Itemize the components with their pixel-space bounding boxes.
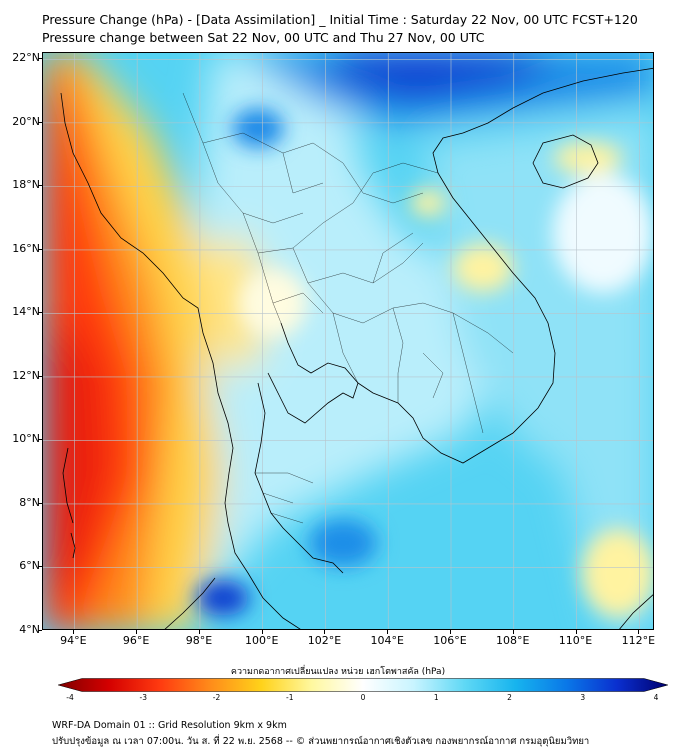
lat-tick-label: 6°N [19, 559, 40, 573]
admin-borders [182, 92, 514, 524]
colorbar-gradient [58, 678, 668, 692]
lon-tick-mark [136, 630, 138, 634]
lat-tick-label: 12°N [12, 368, 40, 382]
lon-tick-label: 94°E [60, 634, 87, 647]
colorbar-tick-label: -1 [286, 693, 294, 702]
lon-tick-label: 96°E [122, 634, 150, 647]
lat-tick-mark [38, 58, 42, 60]
lon-tick-label: 112°E [621, 634, 656, 647]
lat-tick-label: 16°N [12, 241, 40, 255]
update-credit: ปรับปรุงข้อมูล ณ เวลา 07:00น. วัน ส. ที่… [52, 736, 590, 747]
lat-tick-mark [38, 502, 42, 504]
coastlines [60, 67, 653, 629]
lon-tick-mark [261, 630, 263, 634]
lon-tick-label: 104°E [370, 634, 404, 647]
lat-tick-mark [38, 312, 42, 314]
lat-tick-label: 20°N [12, 114, 40, 128]
lat-tick-mark [38, 566, 42, 568]
lat-tick-mark [38, 630, 42, 631]
lon-tick-mark [387, 630, 389, 634]
colorbar-tick-label: -4 [66, 693, 74, 702]
lon-tick-label: 102°E [307, 634, 342, 647]
lon-tick-mark [450, 630, 451, 634]
lat-tick-label: 18°N [12, 178, 40, 192]
lat-tick-label: 10°N [12, 432, 40, 446]
lon-tick-mark [575, 630, 577, 634]
colorbar [58, 678, 668, 692]
lon-tick-label: 100°E [244, 634, 279, 647]
lat-tick-label: 4°N [19, 623, 40, 636]
pressure-change-map [42, 52, 654, 630]
colorbar-tick-label: 3 [580, 693, 586, 702]
colorbar-tick-label: -2 [212, 693, 221, 702]
colorbar-title: ความกดอากาศเปลี่ยนแปลง หน่วย เฮกโตพาสคัล… [230, 667, 446, 677]
lat-tick-label: 8°N [19, 495, 40, 509]
lon-tick-mark [73, 630, 75, 634]
lat-tick-mark [38, 185, 42, 187]
map-title: Pressure Change (hPa) - [Data Assimilati… [42, 12, 638, 27]
lon-tick-label: 106°E [433, 634, 467, 647]
lat-tick-mark [38, 439, 42, 441]
map-subtitle: Pressure change between Sat 22 Nov, 00 U… [42, 30, 485, 45]
colorbar-tick-label: -3 [139, 693, 147, 702]
colorbar-tick-label: 1 [433, 693, 439, 702]
lon-tick-mark [324, 630, 326, 634]
lat-tick-label: 22°N [12, 51, 40, 65]
lon-tick-label: 98°E [185, 634, 213, 647]
lat-tick-mark [38, 121, 42, 123]
colorbar-tick-label: 0 [360, 693, 366, 702]
lat-tick-mark [38, 248, 42, 250]
lon-tick-label: 110°E [558, 634, 593, 647]
lat-tick-label: 14°N [12, 305, 40, 319]
lon-tick-mark [198, 630, 200, 634]
lat-tick-mark [38, 375, 42, 377]
graticule [43, 53, 653, 629]
colorbar-tick-label: 2 [507, 693, 512, 702]
lon-tick-label: 108°E [496, 634, 530, 647]
lon-tick-mark [512, 630, 514, 634]
map-canvas [43, 53, 653, 629]
model-info: WRF-DA Domain 01 :: Grid Resolution 9km … [52, 720, 287, 731]
colorbar-tick-label: 4 [653, 693, 659, 702]
lon-tick-mark [638, 630, 640, 634]
pressure-features [197, 108, 653, 617]
pressure-field [43, 53, 653, 629]
